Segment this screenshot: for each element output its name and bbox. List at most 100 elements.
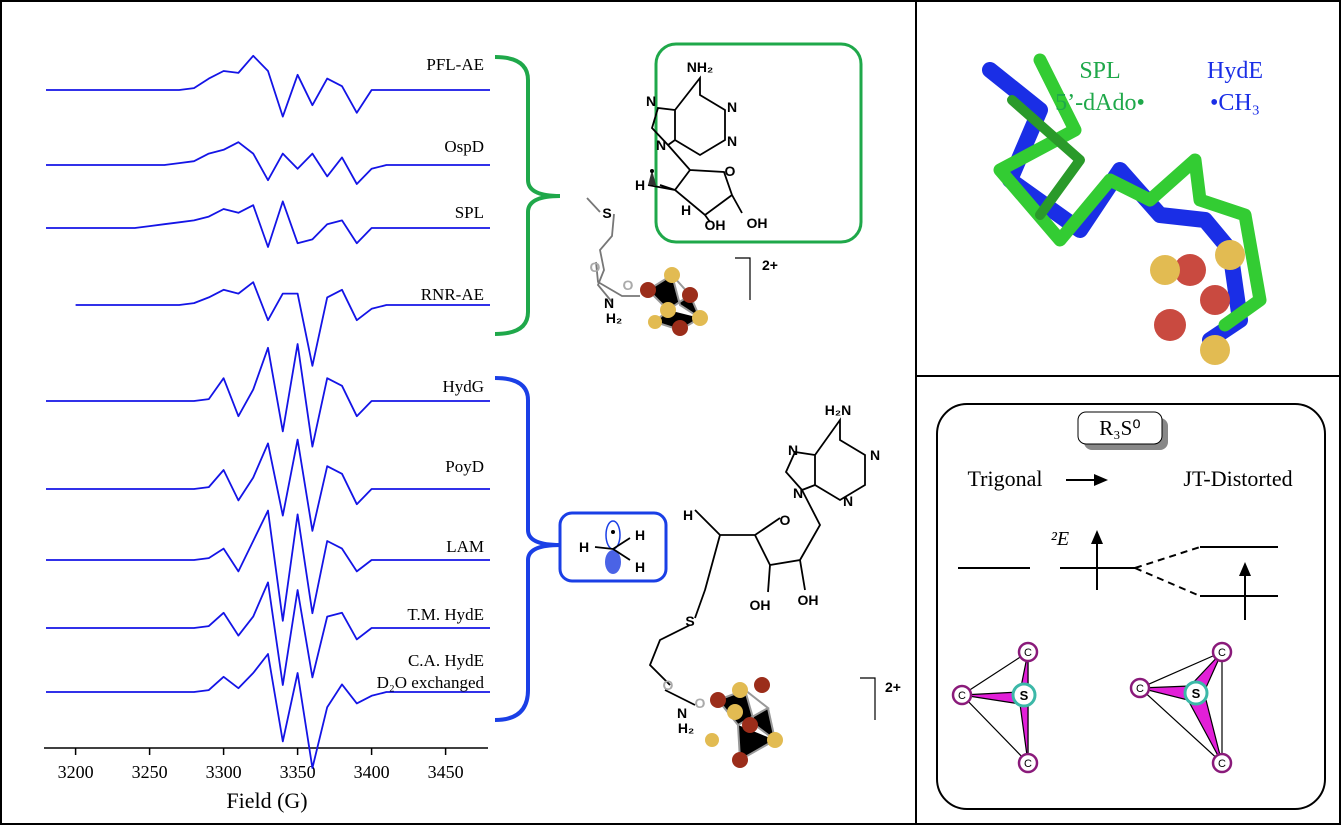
radical xyxy=(611,530,615,534)
box xyxy=(937,404,1325,809)
atom: C xyxy=(958,690,966,702)
atom: O xyxy=(695,695,706,711)
spin xyxy=(1097,538,1245,620)
spectrum xyxy=(46,344,490,447)
label: JT-Distorted xyxy=(1183,466,1292,491)
atom: N xyxy=(793,485,803,501)
spin xyxy=(1091,530,1251,576)
series-label: OspD xyxy=(444,137,484,156)
x-axis-label: Field (G) xyxy=(226,788,307,813)
fe xyxy=(710,692,726,708)
atom: O xyxy=(725,163,736,179)
atom: C xyxy=(1136,683,1144,695)
x-tick-label: 3450 xyxy=(428,762,464,782)
atom: H xyxy=(635,527,645,543)
label: SPL xyxy=(1079,58,1120,84)
spectrum xyxy=(46,201,490,247)
s xyxy=(660,302,676,318)
atom: O xyxy=(780,512,791,528)
atom: N xyxy=(604,295,614,311)
series-label: HydG xyxy=(442,377,484,396)
series-label: PoyD xyxy=(445,457,484,476)
s xyxy=(1200,335,1230,365)
atom: C xyxy=(1024,758,1032,770)
label: 5’-dAdo• xyxy=(1055,90,1145,116)
charge: 2+ xyxy=(762,257,778,273)
series-label: LAM xyxy=(446,537,484,556)
s xyxy=(732,682,748,698)
atom: H xyxy=(681,202,691,218)
atom: H xyxy=(635,559,645,575)
atom: N xyxy=(788,442,798,458)
s xyxy=(705,733,719,747)
s xyxy=(727,704,743,720)
fe xyxy=(640,282,656,298)
atom: C xyxy=(1024,647,1032,659)
fe xyxy=(732,752,748,768)
atom: N xyxy=(656,137,666,153)
atom: H₂ xyxy=(678,720,694,736)
s xyxy=(664,267,680,283)
orbital-panel: R₃S⁰ Trigonal JT-Distorted ²E S S C C C xyxy=(937,404,1325,809)
atom: C xyxy=(1218,647,1226,659)
label: HydE xyxy=(1207,58,1263,84)
spectrum xyxy=(46,142,490,184)
atom: H₂ xyxy=(606,310,622,326)
charge: 2+ xyxy=(885,679,901,695)
overlay-panel: SPL HydE 5’-dAdo• •CH₃ xyxy=(990,58,1263,365)
atom: S xyxy=(1192,686,1201,701)
atom: NH₂ xyxy=(687,59,713,75)
s xyxy=(648,315,662,329)
atom: N xyxy=(727,133,737,149)
atom: S xyxy=(1020,688,1029,703)
bracket xyxy=(495,57,560,334)
s xyxy=(1215,240,1245,270)
atom: OH xyxy=(747,215,768,231)
fe xyxy=(1154,309,1186,341)
bracket xyxy=(860,678,875,720)
figure: Field (G) 320032503300335034003450PFL-AE… xyxy=(0,0,1341,825)
state: ²E xyxy=(1051,528,1069,550)
atom: N xyxy=(727,99,737,115)
arrow xyxy=(1094,474,1108,486)
s xyxy=(692,310,708,326)
x-tick-label: 3400 xyxy=(354,762,390,782)
bonds xyxy=(650,420,865,705)
spectra-panel: Field (G) 320032503300335034003450PFL-AE… xyxy=(44,55,490,813)
fe xyxy=(1200,285,1230,315)
atom: S xyxy=(685,613,694,629)
s xyxy=(767,732,783,748)
atom: N xyxy=(677,705,687,721)
fe xyxy=(672,320,688,336)
atom: H xyxy=(683,507,693,523)
atom: O xyxy=(663,677,674,693)
species: R₃S⁰ xyxy=(1099,416,1140,440)
atom: H xyxy=(579,539,589,555)
atom: O xyxy=(590,259,601,275)
label: Trigonal xyxy=(968,466,1043,491)
x-tick-label: 3200 xyxy=(58,762,94,782)
atom: N xyxy=(646,93,656,109)
x-tick-label: 3350 xyxy=(280,762,316,782)
bracket xyxy=(735,258,750,300)
fe xyxy=(754,677,770,693)
x-tick-label: 3300 xyxy=(206,762,242,782)
level xyxy=(958,547,1278,596)
series-label: D₂O exchanged xyxy=(377,673,485,692)
atom: OH xyxy=(750,597,771,613)
green-structure: NH₂ N N N N O H H OH OH S O O N H₂ 2+ xyxy=(587,44,861,336)
series-label: RNR-AE xyxy=(421,285,484,304)
radical xyxy=(650,169,654,173)
blue-structure: H H H H₂N N N N N H O OH OH S O O N H₂ 2… xyxy=(560,402,901,768)
series-label: T.M. HydE xyxy=(407,605,484,624)
atom: H xyxy=(635,177,645,193)
correlation xyxy=(1135,547,1200,596)
atom: N xyxy=(843,493,853,509)
atoms: S S C C C C C C xyxy=(953,643,1231,772)
series-label: SPL xyxy=(455,203,484,222)
label: •CH₃ xyxy=(1210,90,1260,116)
fe xyxy=(682,287,698,303)
atom: N xyxy=(870,447,880,463)
x-tick-label: 3250 xyxy=(132,762,168,782)
spectrum xyxy=(46,654,490,768)
